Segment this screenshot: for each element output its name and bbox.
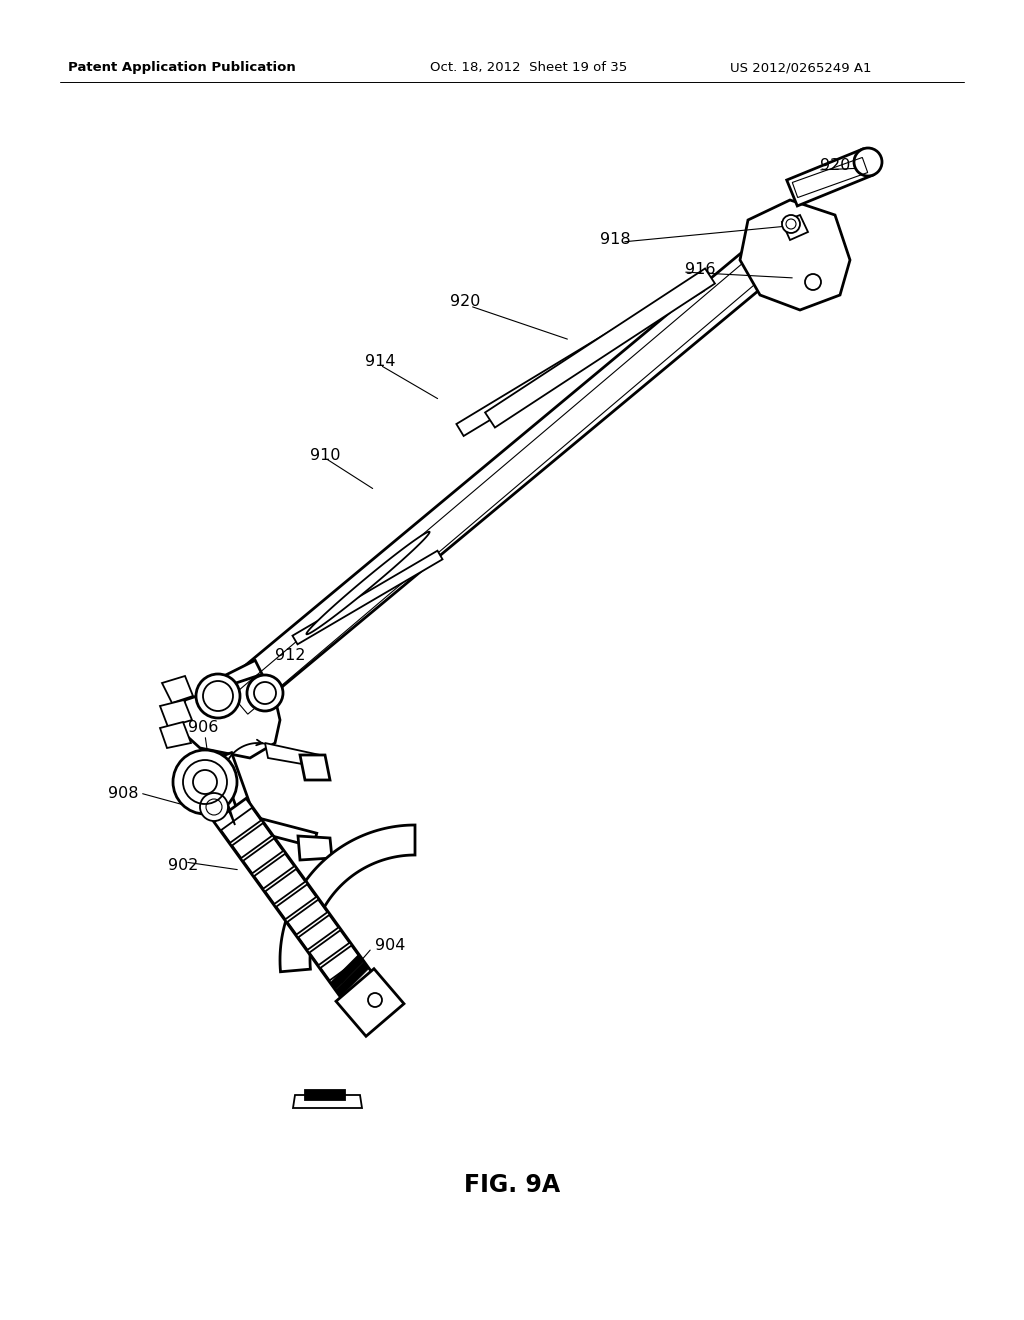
- Circle shape: [173, 750, 237, 814]
- Polygon shape: [336, 969, 404, 1036]
- Text: US 2012/0265249 A1: US 2012/0265249 A1: [730, 62, 871, 74]
- Polygon shape: [457, 279, 703, 436]
- Text: 908: 908: [108, 785, 138, 800]
- Polygon shape: [205, 660, 274, 725]
- Text: 918: 918: [600, 232, 631, 248]
- Circle shape: [854, 148, 882, 176]
- Polygon shape: [335, 962, 370, 997]
- Polygon shape: [306, 532, 429, 635]
- Circle shape: [368, 993, 382, 1007]
- Polygon shape: [280, 825, 415, 972]
- Polygon shape: [782, 215, 808, 240]
- Polygon shape: [248, 816, 316, 846]
- Polygon shape: [160, 722, 191, 748]
- Polygon shape: [222, 240, 782, 715]
- Polygon shape: [786, 149, 873, 206]
- Circle shape: [805, 275, 821, 290]
- Circle shape: [200, 793, 228, 821]
- Polygon shape: [162, 676, 193, 704]
- Polygon shape: [218, 752, 257, 828]
- Polygon shape: [300, 755, 330, 780]
- Polygon shape: [305, 1090, 345, 1100]
- Polygon shape: [485, 268, 715, 428]
- Polygon shape: [265, 743, 325, 768]
- Text: FIG. 9A: FIG. 9A: [464, 1173, 560, 1197]
- Text: 916: 916: [685, 263, 716, 277]
- Circle shape: [782, 215, 800, 234]
- Text: Oct. 18, 2012  Sheet 19 of 35: Oct. 18, 2012 Sheet 19 of 35: [430, 62, 628, 74]
- Polygon shape: [214, 799, 376, 1002]
- Text: 914: 914: [365, 355, 395, 370]
- Polygon shape: [298, 836, 332, 861]
- Polygon shape: [293, 550, 442, 644]
- Polygon shape: [178, 675, 280, 758]
- Polygon shape: [160, 700, 193, 727]
- Text: 904: 904: [375, 937, 406, 953]
- Polygon shape: [740, 201, 850, 310]
- Text: 910: 910: [310, 447, 341, 462]
- Circle shape: [196, 675, 240, 718]
- Text: Patent Application Publication: Patent Application Publication: [68, 62, 296, 74]
- Polygon shape: [215, 795, 234, 825]
- Polygon shape: [330, 954, 365, 989]
- Text: 912: 912: [275, 648, 305, 663]
- Circle shape: [247, 675, 283, 711]
- Text: 920: 920: [450, 294, 480, 309]
- Circle shape: [193, 770, 217, 795]
- Text: 906: 906: [188, 721, 218, 735]
- Text: 920: 920: [820, 157, 850, 173]
- Text: 902: 902: [168, 858, 199, 873]
